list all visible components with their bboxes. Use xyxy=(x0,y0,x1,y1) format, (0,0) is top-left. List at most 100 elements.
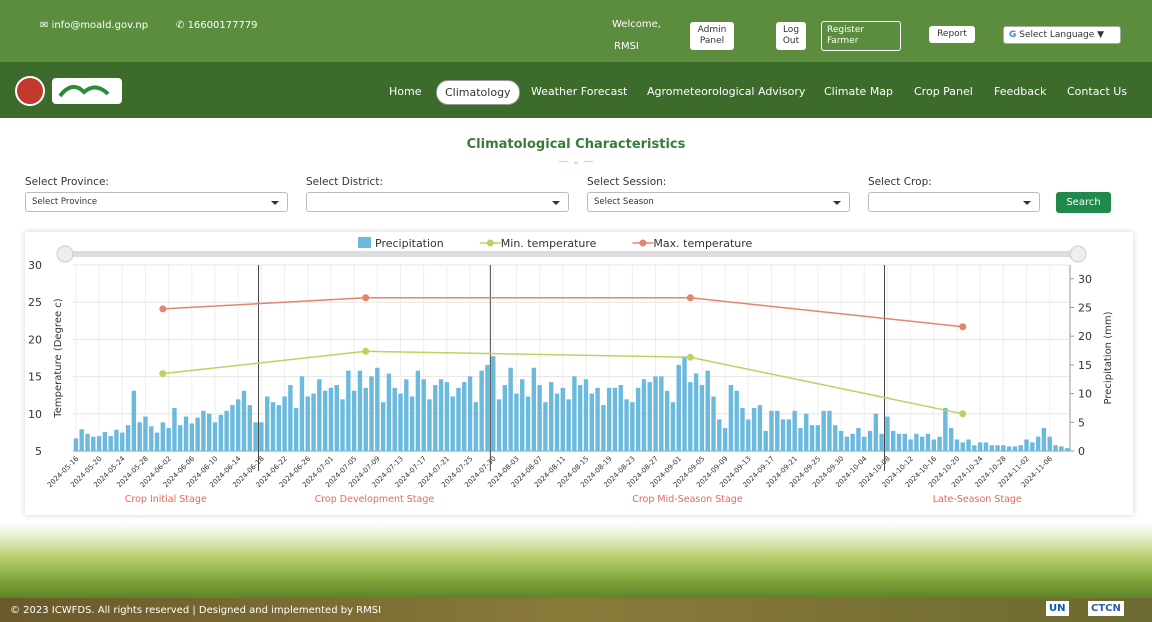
bar xyxy=(79,429,83,451)
footer-text: © 2023 ICWFDS. All rights reserved | Des… xyxy=(10,605,381,616)
select[interactable] xyxy=(306,192,569,212)
bar xyxy=(653,376,657,451)
bar xyxy=(810,425,814,451)
bar xyxy=(323,391,327,451)
bar xyxy=(288,385,292,451)
nav-item[interactable]: Climatology xyxy=(436,80,520,105)
line-point xyxy=(959,323,966,330)
chart: 51015202530051015202530Temperature (Degr… xyxy=(25,232,1133,515)
bar xyxy=(364,388,368,451)
nav-item[interactable]: Weather Forecast xyxy=(523,80,635,103)
phone[interactable]: ✆ 16600177779 xyxy=(176,20,258,31)
bar xyxy=(839,431,843,451)
bar xyxy=(723,428,727,451)
bar xyxy=(914,434,918,451)
bar xyxy=(943,408,947,451)
bar xyxy=(300,376,304,451)
bar xyxy=(242,391,246,451)
bar xyxy=(114,430,118,451)
nav-item[interactable]: Feedback xyxy=(986,80,1054,103)
bar xyxy=(763,431,767,451)
nav-item[interactable]: Contact Us xyxy=(1059,80,1135,103)
bar xyxy=(966,440,970,451)
bar xyxy=(450,396,454,451)
nav-item[interactable]: Home xyxy=(381,80,429,103)
bar xyxy=(224,411,228,451)
bar xyxy=(578,385,582,451)
email-text[interactable]: info@moald.gov.np xyxy=(52,20,149,31)
email[interactable]: ✉ info@moald.gov.np xyxy=(40,20,148,31)
legend-label: Min. temperature xyxy=(501,237,597,250)
bar xyxy=(421,379,425,451)
slider-handle xyxy=(57,246,73,262)
bar xyxy=(1048,437,1052,451)
bar xyxy=(381,402,385,451)
bar xyxy=(253,422,257,451)
bar xyxy=(137,422,141,451)
bar xyxy=(984,442,988,451)
bar xyxy=(990,445,994,451)
bar xyxy=(584,379,588,451)
legend-swatch xyxy=(358,237,371,248)
select[interactable]: Select Season xyxy=(587,192,850,212)
bar xyxy=(265,396,269,451)
legend-label: Max. temperature xyxy=(653,237,752,250)
bar xyxy=(856,428,860,451)
bar xyxy=(677,365,681,451)
select[interactable] xyxy=(868,192,1040,212)
language-select[interactable]: G Select Language ▼ xyxy=(1003,26,1121,44)
header-button[interactable]: Register Farmer xyxy=(821,21,901,51)
bar xyxy=(607,388,611,451)
bar xyxy=(369,376,373,451)
nav-item[interactable]: Agrometeorological Advisory xyxy=(639,80,813,103)
line-point xyxy=(159,370,166,377)
bar xyxy=(868,431,872,451)
bar xyxy=(149,426,153,451)
logo-ctcn: CTCN xyxy=(1088,601,1124,616)
bar xyxy=(682,356,686,451)
bar xyxy=(775,411,779,451)
bar xyxy=(688,382,692,451)
bar xyxy=(1030,442,1034,451)
bar xyxy=(329,388,333,451)
bar xyxy=(572,376,576,451)
bar xyxy=(410,396,414,451)
select[interactable]: Select Province xyxy=(25,192,288,212)
bar xyxy=(862,437,866,451)
language-text[interactable]: Select Language xyxy=(1019,30,1094,40)
bar xyxy=(752,408,756,451)
bar xyxy=(520,379,524,451)
bar xyxy=(132,391,136,451)
bar xyxy=(468,376,472,451)
header-button[interactable]: Admin Panel xyxy=(690,22,734,50)
y-tick-label: 25 xyxy=(28,296,42,309)
zoom-slider xyxy=(63,251,1080,257)
bar xyxy=(758,405,762,451)
bar xyxy=(746,419,750,451)
stage-label: Crop Mid-Season Stage xyxy=(632,494,743,505)
bar xyxy=(1019,445,1023,451)
bar xyxy=(491,356,495,451)
nav-item[interactable]: Crop Panel xyxy=(906,80,981,103)
header-button[interactable]: Report xyxy=(929,26,975,43)
header-button[interactable]: Log Out xyxy=(776,22,806,50)
bar xyxy=(740,408,744,451)
bar xyxy=(769,411,773,451)
bar xyxy=(717,419,721,451)
field-label: Select Session: xyxy=(587,176,666,188)
footer: © 2023 ICWFDS. All rights reserved | Des… xyxy=(0,598,1152,622)
bar xyxy=(503,385,507,451)
bar xyxy=(561,388,565,451)
nav-item[interactable]: Climate Map xyxy=(816,80,901,103)
bar xyxy=(1001,445,1005,451)
bar xyxy=(961,442,965,451)
line-segment xyxy=(163,351,366,373)
bar xyxy=(103,432,107,451)
bar xyxy=(532,368,536,451)
bar xyxy=(219,415,223,451)
phone-text[interactable]: 16600177779 xyxy=(188,20,258,31)
bar xyxy=(706,371,710,451)
line-point xyxy=(687,294,694,301)
bar xyxy=(433,385,437,451)
search-button[interactable]: Search xyxy=(1056,192,1111,213)
